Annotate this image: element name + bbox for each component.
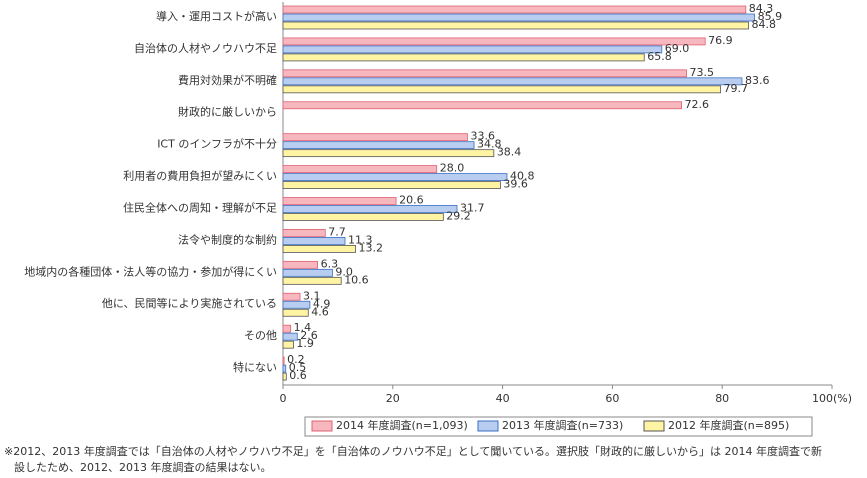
- bar: [282, 324, 292, 333]
- value-label: 84.8: [752, 18, 777, 31]
- bar: [282, 372, 287, 381]
- x-tick-label: 20: [386, 392, 400, 405]
- legend-swatch: [311, 420, 333, 432]
- value-label: 34.8: [477, 138, 502, 151]
- x-tick-label: 40: [496, 392, 510, 405]
- bar: [282, 21, 749, 30]
- value-label: 83.6: [745, 74, 770, 87]
- value-label: 69.0: [665, 42, 690, 55]
- value-label: 13.2: [358, 241, 383, 254]
- bar: [282, 197, 397, 205]
- category-label: 他に、民間等により実施されている: [102, 296, 277, 310]
- legend-swatch: [477, 420, 499, 432]
- category-label: 導入・運用コストが高い: [156, 9, 277, 23]
- category-label: 地域内の各種団体・法人等の協力・参加が得にくい: [24, 264, 277, 278]
- bar: [282, 141, 475, 150]
- category-label: 法令や制度的な制約: [178, 232, 277, 246]
- value-label: 7.7: [328, 225, 346, 238]
- bar: [282, 245, 356, 253]
- bar: [282, 53, 645, 62]
- bar: [282, 5, 747, 14]
- value-label: 0.6: [289, 369, 307, 382]
- value-label: 3.1: [303, 289, 321, 302]
- value-label: 6.3: [321, 257, 339, 270]
- bar: [282, 213, 444, 221]
- value-label: 33.6: [470, 130, 495, 143]
- value-label: 31.7: [460, 202, 485, 215]
- value-label: 4.9: [313, 297, 331, 310]
- value-label: 11.3: [348, 233, 373, 246]
- value-label: 39.6: [503, 178, 528, 191]
- bar: [282, 364, 287, 373]
- bar: [282, 45, 663, 54]
- value-label: 20.6: [399, 194, 424, 207]
- value-label: 72.6: [685, 98, 710, 111]
- bar: [282, 300, 311, 309]
- x-tick-label: 60: [605, 392, 619, 405]
- value-label: 85.9: [758, 10, 783, 23]
- legend-label: 2014 年度調査(n=1,093): [336, 418, 468, 432]
- x-tick-label: 100(%): [812, 392, 852, 405]
- value-label: 9.0: [335, 265, 353, 278]
- bar: [282, 69, 687, 78]
- bar: [282, 268, 333, 277]
- legend-swatch: [643, 420, 665, 432]
- bar: [282, 77, 743, 86]
- category-label: 自治体の人材やノウハウ不足: [134, 41, 277, 55]
- bar: [282, 237, 346, 245]
- value-label: 29.2: [446, 210, 471, 223]
- legend-label: 2013 年度調査(n=733): [502, 418, 623, 432]
- value-label: 76.9: [708, 34, 733, 47]
- value-label: 10.6: [344, 273, 369, 286]
- category-label: 財政的に厳しいから: [178, 105, 277, 119]
- value-label: 1.4: [294, 321, 312, 334]
- category-label: 費用対効果が不明確: [178, 73, 277, 87]
- category-label: 特にない: [233, 360, 277, 374]
- bar: [282, 205, 458, 213]
- bar: [282, 85, 721, 94]
- bar: [282, 308, 309, 317]
- value-label: 79.7: [724, 82, 749, 95]
- legend-label: 2012 年度調査(n=895): [668, 418, 789, 432]
- category-label: 利用者の費用負担が望みにくい: [123, 169, 277, 183]
- footnote: 設したため、2012、2013 年度調査の結果はない。: [14, 460, 271, 474]
- bar: [282, 101, 682, 110]
- value-label: 0.2: [287, 353, 305, 366]
- bar: [282, 165, 438, 173]
- bar: [282, 173, 508, 181]
- x-tick-label: 80: [715, 392, 729, 405]
- footnote: ※2012、2013 年度調査では「自治体の人材やノウハウ不足」を「自治体のノウ…: [4, 444, 822, 458]
- value-label: 1.9: [296, 337, 314, 350]
- bar: [282, 181, 501, 189]
- value-label: 40.8: [510, 170, 535, 183]
- bar: [282, 133, 468, 142]
- value-label: 0.5: [289, 361, 307, 374]
- bar: [282, 332, 298, 341]
- bar: [282, 260, 318, 269]
- bar: [282, 292, 301, 301]
- bar: [282, 340, 294, 349]
- bar: [282, 276, 342, 285]
- bar: [282, 37, 706, 46]
- x-tick-label: 0: [280, 392, 287, 405]
- value-label: 73.5: [690, 66, 715, 79]
- value-label: 65.8: [647, 50, 672, 63]
- value-label: 2.6: [300, 329, 318, 342]
- bar: [282, 229, 326, 237]
- bar: [282, 13, 755, 22]
- value-label: 38.4: [497, 146, 522, 159]
- value-label: 28.0: [440, 162, 465, 175]
- category-label: 住民全体への周知・理解が不足: [123, 200, 277, 214]
- bar: [282, 356, 285, 365]
- category-label: その他: [244, 329, 277, 342]
- category-label: ICT のインフラが不十分: [157, 137, 277, 151]
- legend-box: [304, 416, 813, 437]
- value-label: 84.3: [749, 2, 774, 15]
- bar: [282, 149, 495, 158]
- value-label: 4.6: [311, 305, 329, 318]
